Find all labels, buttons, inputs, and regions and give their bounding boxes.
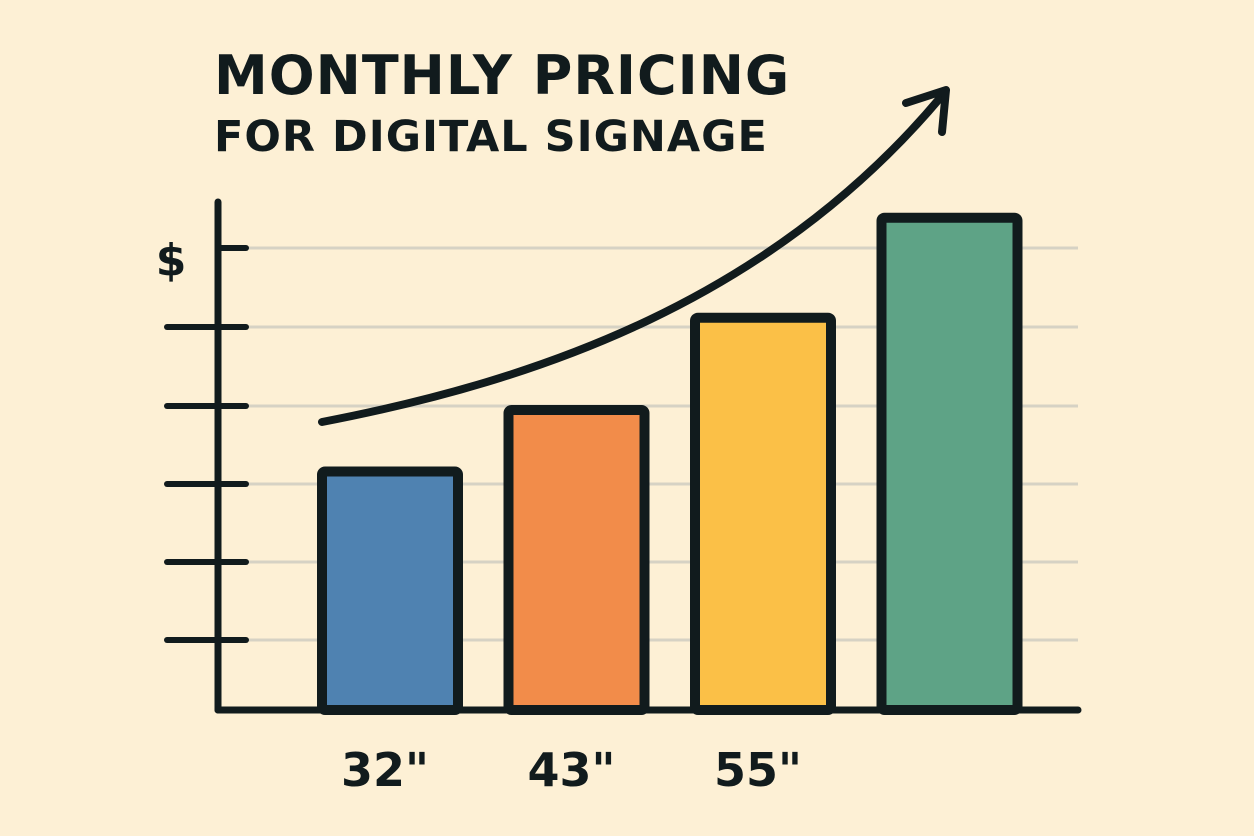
x-tick-label: 32" [341,743,429,797]
bar [503,405,650,715]
x-axis-tick-labels: 32" 43" 55" [341,743,802,797]
axes [214,198,1082,714]
bars [317,212,1023,715]
chart-subtitle: FOR DIGITAL SIGNAGE [214,112,768,162]
bar [876,212,1023,715]
trend-arrow [318,86,950,426]
bar [690,312,836,715]
y-axis-ticks [164,245,249,643]
y-axis-label: $ [156,235,187,286]
x-tick-label: 43" [528,743,616,797]
trend-arrowhead [902,86,950,136]
bar [317,466,463,715]
chart-title: MONTHLY PRICING [214,44,791,107]
trend-curve [318,94,944,426]
x-tick-label: 55" [714,743,802,797]
